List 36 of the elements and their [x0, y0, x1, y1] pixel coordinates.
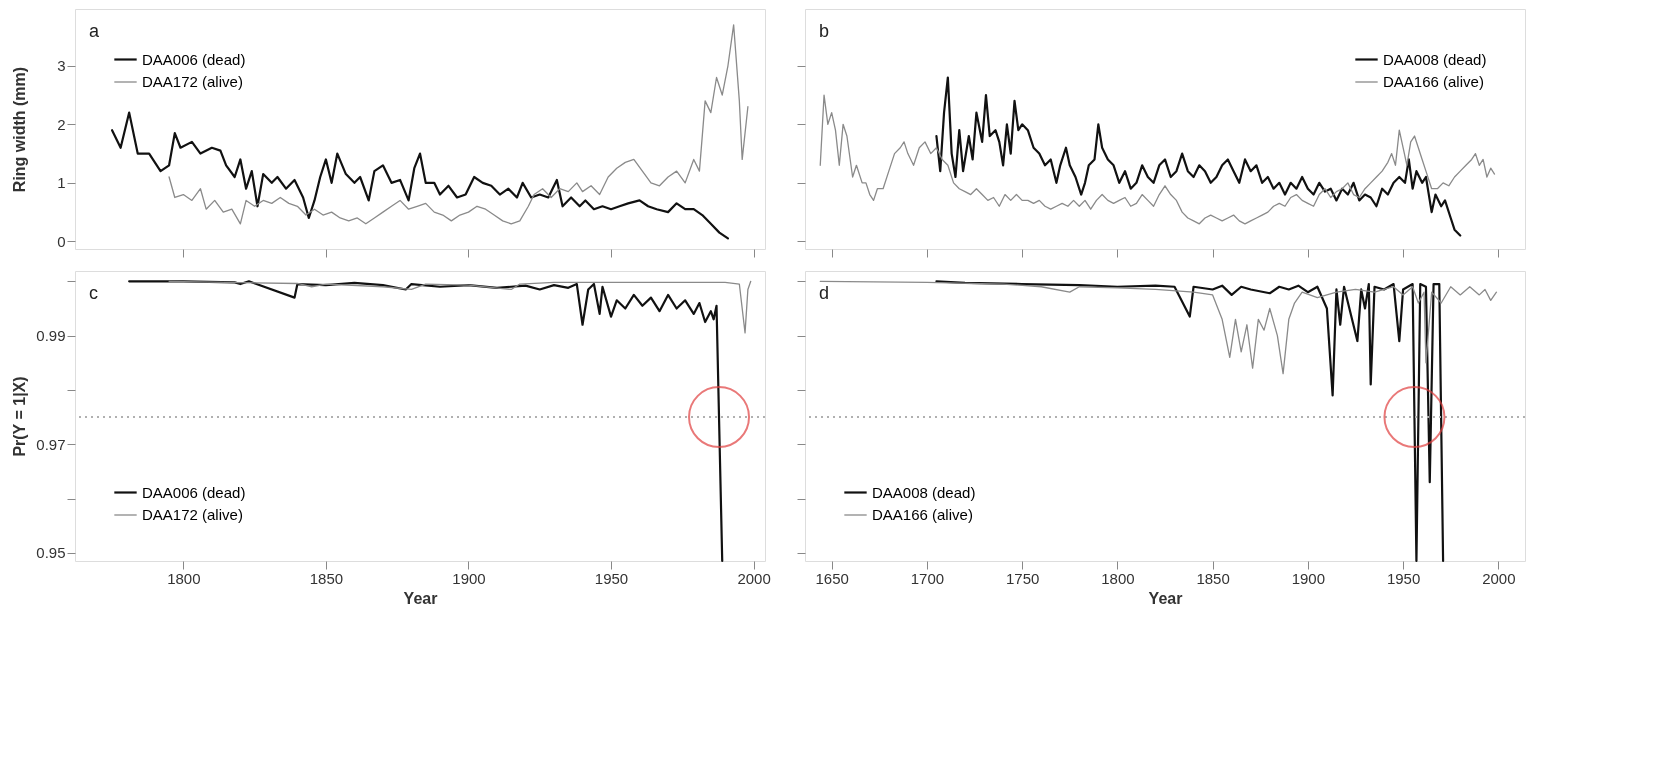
x-axis-title: Year: [1148, 589, 1183, 607]
legend-label: DAA008 (dead): [1383, 50, 1487, 68]
x-tick-label: 1800: [167, 569, 201, 587]
x-tick-label: 1950: [1386, 569, 1421, 587]
legend-label: DAA172 (alive): [142, 73, 243, 90]
x-tick-label: 2000: [1482, 569, 1516, 587]
legend-label: DAA008 (dead): [872, 483, 976, 501]
annotation: b: [819, 21, 830, 41]
x-axis-title: Year: [403, 589, 438, 607]
y-axis-title: Pr(Y = 1|X): [10, 376, 28, 457]
x-tick-label: 1800: [1101, 569, 1135, 587]
x-tick-label: 1750: [1005, 569, 1040, 587]
legend-label: DAA166 (alive): [1383, 73, 1484, 90]
y-tick-label: 0: [57, 232, 66, 250]
legend-label: DAA006 (dead): [142, 50, 246, 68]
legend-label: DAA172 (alive): [142, 506, 243, 523]
x-tick-label: 1950: [594, 569, 629, 587]
annotation: d: [819, 283, 830, 303]
annotation: a: [89, 21, 100, 41]
x-tick-label: 1700: [910, 569, 945, 587]
y-tick-label: 2: [57, 115, 66, 133]
y-tick-label: 0.99: [36, 327, 66, 345]
x-tick-label: 1850: [309, 569, 344, 587]
legend-label: DAA166 (alive): [872, 506, 973, 523]
x-tick-label: 1900: [452, 569, 486, 587]
y-axis-title: Ring width (mm): [10, 66, 28, 193]
x-tick-label: 2000: [737, 569, 771, 587]
x-tick-label: 1850: [1196, 569, 1230, 587]
y-tick-label: 0.97: [36, 435, 66, 453]
x-tick-label: 1650: [815, 569, 849, 587]
legend-label: DAA006 (dead): [142, 483, 246, 501]
x-tick-label: 1900: [1291, 569, 1326, 587]
annotation: c: [89, 283, 98, 303]
y-tick-label: 0.95: [36, 544, 66, 562]
y-tick-label: 3: [57, 57, 66, 75]
y-tick-label: 1: [57, 174, 66, 192]
